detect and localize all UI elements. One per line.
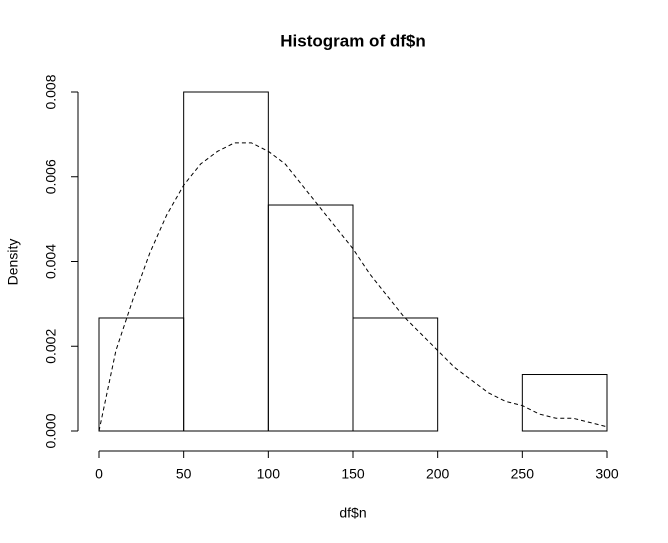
x-tick-label: 50 [176,466,192,482]
x-tick-label: 200 [426,466,450,482]
x-tick-label: 150 [341,466,365,482]
y-axis-label: Density [5,239,21,286]
histogram-bar [267,204,354,432]
x-tick-label: 300 [595,466,619,482]
histogram-bar [183,91,269,432]
y-tick-label: 0.002 [43,329,59,364]
y-tick-label: 0.004 [43,244,59,279]
y-tick-label: 0.006 [43,159,59,194]
histogram-bar [521,374,608,432]
histogram-bar [98,317,185,432]
x-tick-label: 250 [511,466,535,482]
x-axis-label: df$n [339,505,366,521]
chart-title: Histogram of df$n [280,31,425,50]
x-tick-label: 100 [257,466,281,482]
density-curve [98,142,608,432]
x-tick-label: 0 [95,466,103,482]
y-tick-label: 0.000 [43,413,59,448]
y-tick-label: 0.008 [43,74,59,109]
histogram-bar [352,317,439,432]
